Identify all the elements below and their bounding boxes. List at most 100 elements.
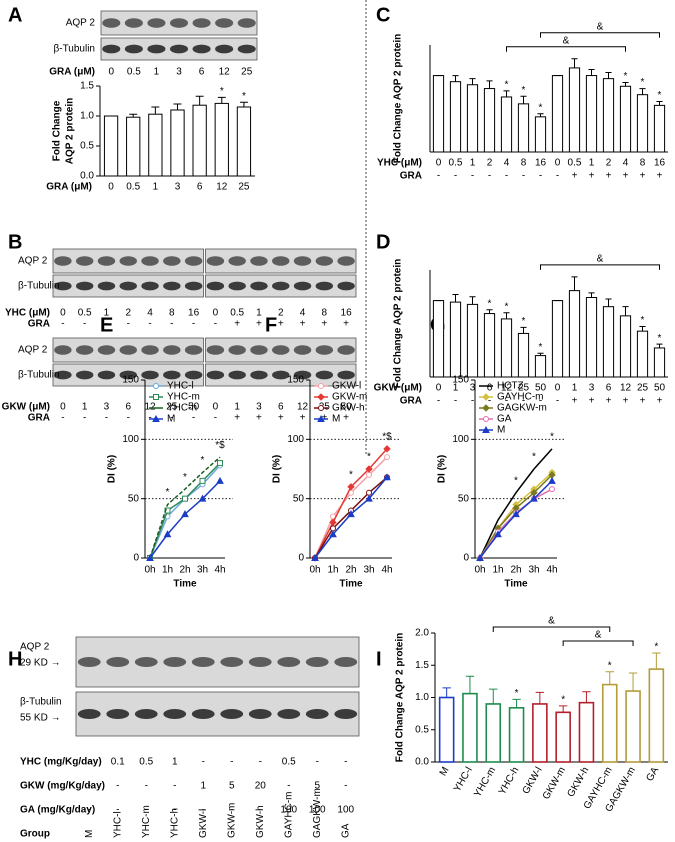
lane-label: - [344, 757, 347, 768]
group-label: GAYHC-m [283, 792, 294, 838]
lane-label: 8 [322, 308, 328, 319]
group-label: GKW-l [198, 809, 209, 838]
bracket [562, 640, 634, 646]
lane-label: 5 [314, 781, 320, 792]
lane-label: 0.5 [230, 308, 244, 319]
x-tick-label: - [556, 396, 559, 407]
significance-label: * [242, 91, 246, 102]
panel-label: H [8, 648, 22, 670]
legend-label: GAYHC-m [497, 392, 543, 403]
error-bar [520, 95, 527, 104]
marker [330, 525, 336, 532]
bar [653, 104, 666, 153]
marker [482, 404, 490, 412]
marker [494, 530, 502, 538]
x-tick-label: 50 [654, 383, 666, 394]
x-tick-label: 3h [528, 565, 539, 576]
lane-label: 0.5 [127, 67, 141, 78]
x-axis-label: Time [504, 579, 528, 590]
legend-label: GAGKW-m [497, 403, 547, 414]
significance-label: * [183, 472, 187, 483]
x-tick-label: 2h [510, 565, 521, 576]
y-tick-label: 0.5 [415, 724, 429, 735]
y-tick-label: 150 [122, 375, 139, 386]
blot-band [97, 256, 116, 266]
blot-band [54, 345, 72, 355]
blot-band [237, 44, 256, 54]
marker [182, 495, 188, 502]
bar [636, 94, 649, 153]
lane-label: 6 [278, 402, 284, 413]
x-tick-label: - [437, 171, 440, 182]
legend-label: GKW-l [332, 381, 361, 392]
lane-label: - [230, 757, 233, 768]
panel-label: A [8, 4, 22, 26]
lane-label: 1 [154, 67, 160, 78]
group-label: M [84, 830, 95, 838]
y-axis-label: AQP 2 protein [65, 98, 76, 165]
x-tick-label: 2h [179, 565, 190, 576]
x-tick-label: 1 [153, 182, 159, 193]
significance-label: * [367, 452, 371, 463]
legend-label: YHC-h [167, 403, 197, 414]
x-tick-label: 0h [309, 565, 320, 576]
lane-label: - [214, 319, 217, 330]
series-line [479, 448, 553, 559]
x-tick-label: 1h [327, 565, 338, 576]
x-tick-label: 12 [216, 182, 228, 193]
lane-label: + [256, 319, 262, 330]
significance-label: * [624, 71, 628, 82]
lane-label: - [230, 805, 233, 816]
lane-label: 3 [104, 402, 110, 413]
blot-band [184, 281, 203, 291]
marker [217, 460, 223, 467]
x-tick-label: GKW-m [541, 765, 568, 801]
x-tick-label: - [505, 396, 508, 407]
x-tick-label: + [657, 171, 663, 182]
lane-label: - [83, 319, 86, 330]
significance-label: * [514, 475, 518, 486]
blot-band [192, 18, 211, 28]
lane-label: - [173, 805, 176, 816]
y-axis-label: DI (%) [437, 455, 448, 483]
y-tick-label: 50 [128, 493, 140, 504]
y-axis-label: DI (%) [272, 455, 283, 483]
error-bar [639, 88, 646, 95]
marker [311, 553, 319, 561]
bar [602, 78, 615, 153]
bar [462, 692, 478, 763]
blot-band [163, 657, 187, 667]
marker [347, 510, 355, 518]
x-tick-label: 3 [589, 383, 595, 394]
lane-label: - [170, 319, 173, 330]
error-bar [571, 276, 578, 291]
error-bar [452, 293, 459, 303]
lane-label: 4 [300, 308, 306, 319]
blot-band [293, 281, 312, 291]
x-tick-label: 25 [518, 383, 530, 394]
blot-band [97, 345, 116, 355]
x-tick-label: 25 [238, 182, 250, 193]
y-tick-label: 100 [122, 434, 139, 445]
x-axis-label: Time [173, 579, 197, 590]
x-tick-label: GA [644, 765, 661, 783]
lane-label: 12 [297, 402, 309, 413]
error-bar [537, 352, 544, 356]
x-tick-label: 0 [555, 383, 561, 394]
row-label: Group [20, 829, 50, 840]
x-tick-label: 12 [501, 383, 513, 394]
marker [163, 530, 172, 538]
marker [317, 414, 325, 422]
lane-label: 3 [176, 67, 182, 78]
y-tick-label: 0 [298, 553, 304, 564]
x-tick-label: 12 [620, 383, 632, 394]
blot-band [250, 370, 268, 380]
row-label: GRA [400, 396, 422, 407]
marker [216, 476, 224, 484]
blot-band [141, 281, 159, 291]
blot-band [191, 709, 215, 719]
blot-row-label: β-Tubulin [18, 370, 60, 381]
x-tick-label: 0 [436, 158, 442, 169]
x-tick-label: 25 [637, 383, 649, 394]
